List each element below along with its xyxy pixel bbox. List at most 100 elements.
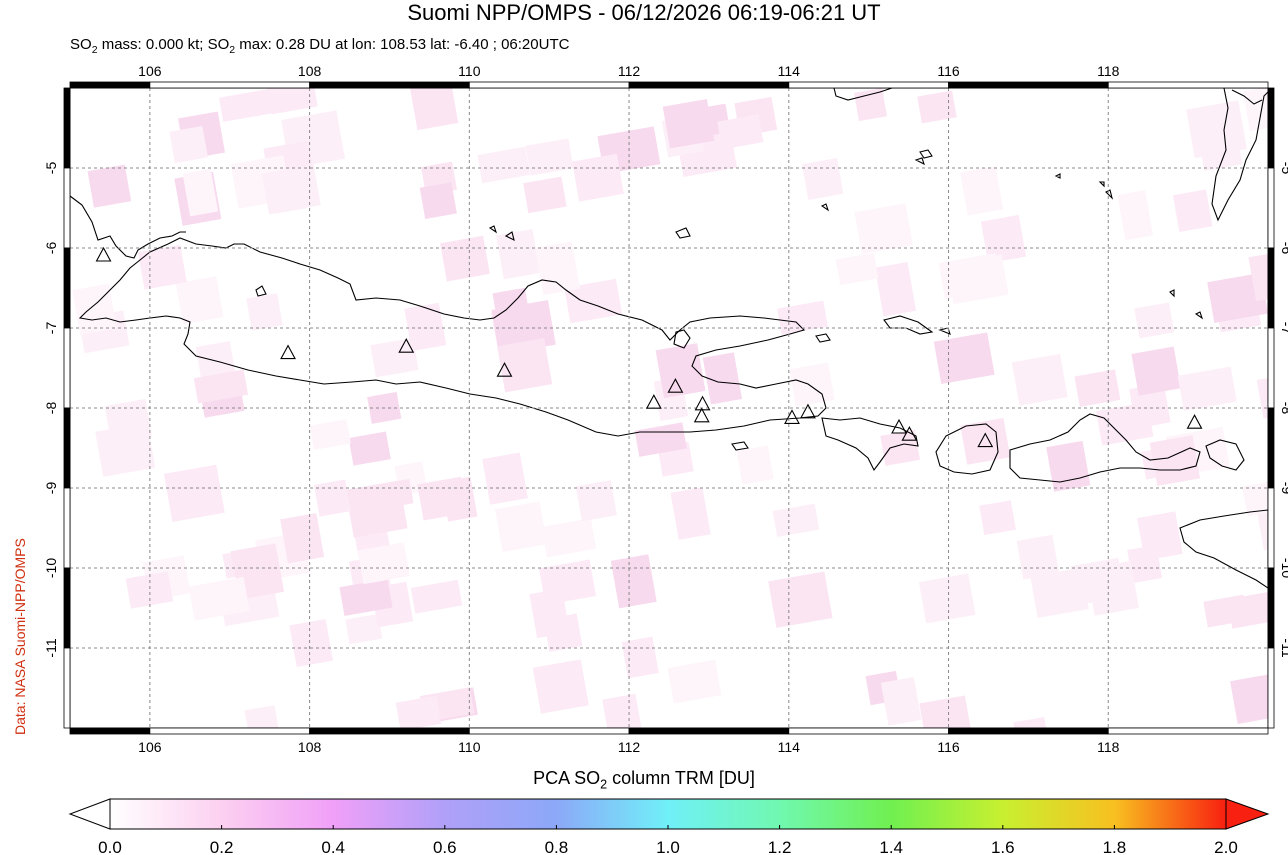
lat-tick-label: -6 bbox=[43, 242, 59, 255]
volcano-icon bbox=[280, 344, 296, 360]
lon-tick-label: 112 bbox=[618, 739, 641, 755]
lon-tick-label: 118 bbox=[1097, 63, 1120, 79]
so2-pixel bbox=[667, 659, 722, 704]
so2-pixel bbox=[357, 542, 410, 585]
frame-segment bbox=[788, 727, 949, 735]
so2-pixel bbox=[182, 168, 219, 217]
lon-tick-label: 114 bbox=[778, 739, 801, 755]
so2-pixel bbox=[1186, 100, 1247, 159]
so2-pixel bbox=[980, 214, 1027, 264]
so2-pixel bbox=[802, 158, 844, 200]
so2-pixel bbox=[219, 88, 275, 122]
frame-segment bbox=[1267, 247, 1275, 329]
so2-pixel bbox=[280, 512, 325, 564]
colorbar-max-arrow bbox=[1225, 798, 1270, 830]
colorbar-tick-label: 2.0 bbox=[1214, 838, 1238, 855]
so2-pixel bbox=[370, 337, 419, 378]
frame-segment bbox=[63, 567, 71, 649]
so2-pixel bbox=[477, 146, 531, 184]
so2-pixel bbox=[1011, 353, 1068, 406]
so2-pixel bbox=[541, 518, 597, 558]
frame-segment bbox=[1267, 487, 1275, 569]
so2-pixel bbox=[1030, 567, 1089, 618]
lon-tick-label: 112 bbox=[618, 63, 641, 79]
colorbar: 0.0 0.2 0.4 0.6 0.8 1.0 1.2 1.4 1.6 1.8 2.0 bbox=[68, 798, 1270, 855]
so2-pixel bbox=[410, 579, 463, 614]
frame-segment bbox=[1267, 167, 1275, 249]
frame-segment bbox=[149, 727, 311, 735]
so2-pixel bbox=[874, 261, 917, 317]
so2-pixel bbox=[377, 478, 414, 509]
frame-segment bbox=[309, 727, 470, 735]
frame-segment bbox=[69, 727, 151, 735]
so2-pixel bbox=[634, 422, 687, 457]
so2-pixel bbox=[564, 278, 623, 324]
coast-borneo bbox=[833, 88, 893, 101]
so2-pixel bbox=[339, 578, 393, 616]
so2-pixel bbox=[933, 332, 995, 385]
lon-tick-label: 118 bbox=[1097, 739, 1120, 755]
so2-pixel bbox=[417, 476, 468, 521]
so2-pixel-layer bbox=[72, 88, 1268, 728]
so2-pixel bbox=[880, 676, 922, 726]
volcano-icon bbox=[496, 362, 513, 377]
so2-pixel bbox=[494, 501, 548, 553]
so2-pixel bbox=[289, 619, 333, 668]
so2-pixel bbox=[789, 362, 835, 407]
so2-pixel bbox=[960, 417, 1011, 465]
so2-pixel bbox=[345, 613, 383, 645]
lon-tick-label: 116 bbox=[937, 739, 960, 755]
so2-pixel bbox=[309, 419, 351, 450]
frame-segment bbox=[628, 81, 790, 89]
so2-pixel bbox=[395, 695, 442, 728]
so2-pixel bbox=[244, 705, 283, 728]
volcano-icon bbox=[398, 338, 415, 353]
so2-pixel bbox=[1248, 252, 1268, 302]
frame-segment bbox=[948, 727, 1109, 735]
lat-tick-label: -6 bbox=[1279, 242, 1288, 255]
so2-pixel bbox=[1117, 190, 1154, 241]
so2-pixel bbox=[575, 480, 617, 522]
frame-segment bbox=[309, 81, 470, 89]
so2-pixel bbox=[87, 164, 132, 208]
colorbar-tick-label: 1.8 bbox=[1103, 838, 1127, 855]
lat-tick-label: -5 bbox=[43, 162, 59, 175]
volcano-icon bbox=[977, 432, 994, 448]
so2-pixel bbox=[169, 125, 208, 164]
frame-segment bbox=[63, 647, 71, 729]
so2-map: 106 106 108 108 110 110 112 112 114 114 116 116 118 1… bbox=[43, 63, 1288, 755]
frame-segment bbox=[1267, 327, 1275, 409]
lon-tick-label: 116 bbox=[937, 63, 960, 79]
lat-tick-label: -8 bbox=[43, 402, 59, 415]
so2-pixel bbox=[246, 293, 283, 331]
coast-islets bbox=[255, 149, 1204, 343]
colorbar-tick-label: 0.6 bbox=[433, 838, 457, 855]
volcano-icon bbox=[667, 378, 684, 393]
so2-pixel bbox=[1131, 346, 1181, 396]
volcano-icon bbox=[800, 403, 816, 419]
volcano-icon bbox=[645, 394, 662, 409]
colorbar-tick-label: 1.0 bbox=[656, 838, 680, 855]
frame-segment bbox=[1267, 407, 1275, 489]
so2-pixel bbox=[535, 241, 581, 296]
colorbar-title: PCA SO2 column TRM [DU] bbox=[533, 768, 755, 792]
so2-pixel bbox=[917, 90, 957, 124]
so2-pixel bbox=[854, 88, 888, 122]
frame-segment bbox=[63, 247, 71, 329]
so2-pixel bbox=[602, 693, 642, 728]
frame-segment bbox=[149, 81, 311, 89]
lat-tick-label: -5 bbox=[1279, 162, 1288, 175]
so2-pixel bbox=[662, 99, 715, 149]
lon-tick-label: 110 bbox=[458, 63, 481, 79]
lon-tick-label: 106 bbox=[138, 739, 162, 755]
lat-tick-label: -7 bbox=[1279, 322, 1288, 335]
lon-tick-label: 106 bbox=[138, 63, 162, 79]
so2-pixel bbox=[188, 576, 250, 621]
so2-pixel bbox=[919, 695, 971, 728]
volcano-markers bbox=[95, 246, 1203, 448]
coast-sulawesi bbox=[1211, 88, 1268, 222]
so2-pixel bbox=[717, 114, 764, 150]
graticule bbox=[70, 88, 1268, 728]
lon-tick-label: 108 bbox=[298, 739, 322, 755]
lon-tick-label: 114 bbox=[778, 63, 801, 79]
